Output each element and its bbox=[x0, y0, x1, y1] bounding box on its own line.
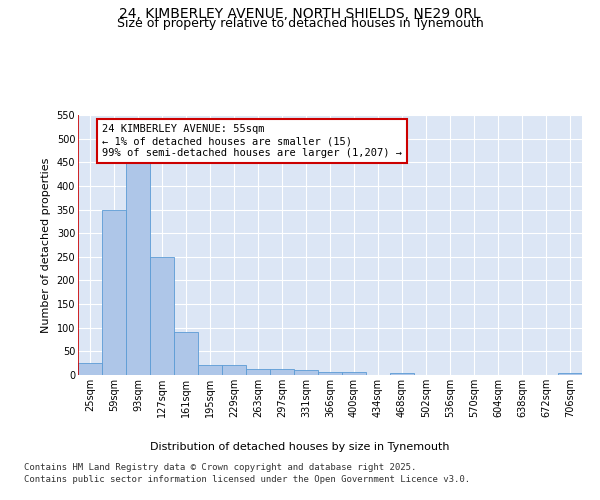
Bar bbox=[318, 372, 342, 375]
Bar bbox=[246, 369, 270, 375]
Bar bbox=[270, 369, 294, 375]
Bar bbox=[102, 210, 126, 375]
Bar bbox=[222, 364, 246, 375]
Bar bbox=[390, 372, 414, 375]
Bar bbox=[294, 370, 318, 375]
Bar bbox=[342, 372, 366, 375]
Bar bbox=[558, 372, 582, 375]
Text: 24, KIMBERLEY AVENUE, NORTH SHIELDS, NE29 0RL: 24, KIMBERLEY AVENUE, NORTH SHIELDS, NE2… bbox=[119, 8, 481, 22]
Bar bbox=[126, 162, 150, 375]
Text: Contains HM Land Registry data © Crown copyright and database right 2025.: Contains HM Land Registry data © Crown c… bbox=[24, 464, 416, 472]
Bar bbox=[198, 364, 222, 375]
Text: 24 KIMBERLEY AVENUE: 55sqm
← 1% of detached houses are smaller (15)
99% of semi-: 24 KIMBERLEY AVENUE: 55sqm ← 1% of detac… bbox=[102, 124, 402, 158]
Bar bbox=[78, 363, 102, 375]
Text: Size of property relative to detached houses in Tynemouth: Size of property relative to detached ho… bbox=[116, 18, 484, 30]
Bar bbox=[174, 332, 198, 375]
Bar bbox=[150, 257, 174, 375]
Text: Contains public sector information licensed under the Open Government Licence v3: Contains public sector information licen… bbox=[24, 475, 470, 484]
Text: Distribution of detached houses by size in Tynemouth: Distribution of detached houses by size … bbox=[150, 442, 450, 452]
Y-axis label: Number of detached properties: Number of detached properties bbox=[41, 158, 51, 332]
